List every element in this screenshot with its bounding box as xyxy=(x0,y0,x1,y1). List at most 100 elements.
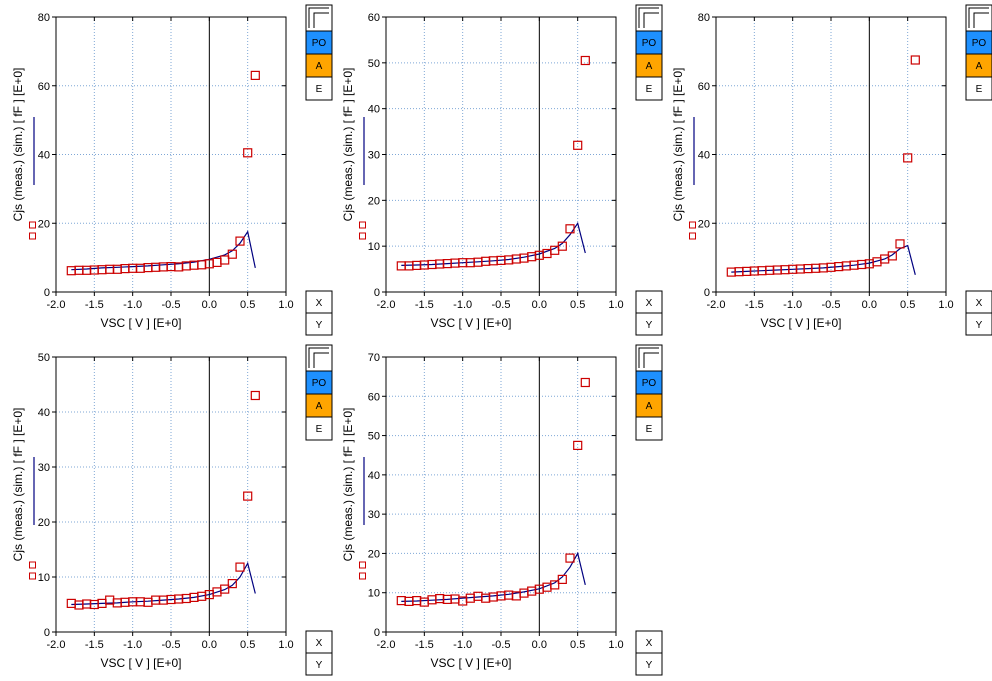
x-axis-button[interactable]: X xyxy=(965,290,992,314)
meas-legend-marker xyxy=(359,572,366,580)
y-tick-label: 0 xyxy=(374,287,380,299)
a-button[interactable]: A xyxy=(305,53,333,78)
chart-panel-2: -2.0 -1.5 -1.0 -0.5 0.0 0.5 1.0 0 10 20 30 40 50 60 VS… xyxy=(341,4,663,336)
x-axis-label: VSC [ V ] [E+0] xyxy=(100,656,181,670)
y-axis-button[interactable]: Y xyxy=(635,312,663,336)
x-tick-label: 1.0 xyxy=(278,639,293,651)
x-tick-label: 1.0 xyxy=(608,639,623,651)
po-button[interactable]: PO xyxy=(965,30,992,55)
a-button[interactable]: A xyxy=(635,53,663,78)
x-tick-label: 0.0 xyxy=(202,299,217,311)
corner-icon xyxy=(638,7,659,28)
po-button-label: PO xyxy=(312,378,327,389)
measured-point xyxy=(220,584,230,594)
y-axis-button[interactable]: Y xyxy=(635,652,663,676)
x-tick-label: -0.5 xyxy=(162,639,181,651)
measured-point xyxy=(112,264,122,274)
x-tick-label: -1.0 xyxy=(783,299,802,311)
zoom-corner-button[interactable] xyxy=(305,344,333,372)
y-axis-button[interactable]: Y xyxy=(305,312,333,336)
measured-point xyxy=(197,260,207,270)
y-axis-button-label: Y xyxy=(976,320,983,331)
measured-point xyxy=(481,593,491,603)
measured-point xyxy=(396,595,406,606)
y-axis-button-label: Y xyxy=(646,320,653,331)
x-axis-label: VSC [ V ] [E+0] xyxy=(430,316,511,330)
e-button[interactable]: E xyxy=(305,416,333,441)
simulated-series-line xyxy=(401,551,586,602)
measured-point xyxy=(227,578,237,589)
po-button[interactable]: PO xyxy=(305,30,333,55)
x-tick-label: -0.5 xyxy=(492,299,511,311)
x-axis-button[interactable]: X xyxy=(305,630,333,654)
y-axis-button-frame xyxy=(965,312,992,336)
simulated-series-line xyxy=(731,244,916,275)
measured-point xyxy=(550,245,560,255)
zoom-corner-button[interactable] xyxy=(965,4,992,32)
corner-icon xyxy=(968,7,989,28)
y-tick-label: 0 xyxy=(374,627,380,639)
a-button-label: A xyxy=(976,61,983,72)
y-axis-button-label: Y xyxy=(316,320,323,331)
x-axis-label: VSC [ V ] [E+0] xyxy=(100,316,181,330)
y-axis-button[interactable]: Y xyxy=(965,312,992,336)
po-button[interactable]: PO xyxy=(635,30,663,55)
measured-point xyxy=(74,265,84,275)
po-button[interactable]: PO xyxy=(635,370,663,395)
measured-point xyxy=(557,241,567,251)
y-tick-label: 0 xyxy=(704,287,710,299)
y-tick-label: 60 xyxy=(698,81,710,93)
chart-panel-3: -2.0 -1.5 -1.0 -0.5 0.0 0.5 1.0 0 20 40 60 80 VSC [ … xyxy=(671,4,992,336)
po-button[interactable]: PO xyxy=(305,370,333,395)
y-tick-label: 50 xyxy=(368,431,380,443)
meas-legend-marker xyxy=(29,572,36,580)
measured-point xyxy=(250,70,260,81)
e-button[interactable]: E xyxy=(305,76,333,101)
y-axis-button-label: Y xyxy=(316,660,323,671)
x-tick-label: -1.0 xyxy=(123,299,142,311)
measured-point xyxy=(89,599,99,610)
x-tick-label: 0.0 xyxy=(202,639,217,651)
x-tick-label: -1.0 xyxy=(123,639,142,651)
a-button[interactable]: A xyxy=(305,393,333,418)
y-axis-label: Cjs (meas.) (sim.) [ fF ] [E+0] xyxy=(341,408,355,562)
y-tick-label: 10 xyxy=(38,572,50,584)
a-button[interactable]: A xyxy=(635,393,663,418)
y-axis-button[interactable]: Y xyxy=(305,652,333,676)
x-axis-button[interactable]: X xyxy=(305,290,333,314)
zoom-corner-frame xyxy=(635,344,663,372)
e-button[interactable]: E xyxy=(635,416,663,441)
measured-point xyxy=(565,224,575,234)
y-tick-label: 0 xyxy=(44,627,50,639)
e-button-frame xyxy=(635,416,663,441)
e-button-label: E xyxy=(316,84,323,95)
a-button[interactable]: A xyxy=(965,53,992,78)
zoom-corner-button[interactable] xyxy=(305,4,333,32)
x-axis-button[interactable]: X xyxy=(635,290,663,314)
e-button-frame xyxy=(635,76,663,101)
x-axis-button-label: X xyxy=(316,298,323,309)
x-axis-button[interactable]: X xyxy=(635,630,663,654)
x-tick-label: 1.0 xyxy=(278,299,293,311)
zoom-corner-button[interactable] xyxy=(635,4,663,32)
zoom-corner-button[interactable] xyxy=(635,344,663,372)
e-button-label: E xyxy=(976,84,983,95)
e-button[interactable]: E xyxy=(635,76,663,101)
measured-point xyxy=(903,153,913,163)
x-tick-label: -1.5 xyxy=(85,299,104,311)
simulated-series-line xyxy=(71,230,256,271)
x-tick-label: 0.5 xyxy=(240,299,255,311)
a-button-label: A xyxy=(316,401,323,412)
x-tick-label: 1.0 xyxy=(938,299,953,311)
e-button[interactable]: E xyxy=(965,76,992,101)
measured-point xyxy=(565,553,575,563)
y-tick-label: 40 xyxy=(698,150,710,162)
a-button-label: A xyxy=(646,61,653,72)
x-axis-button-label: X xyxy=(646,638,653,649)
measured-point xyxy=(82,265,92,275)
measured-point xyxy=(143,597,153,607)
x-axis-label: VSC [ V ] [E+0] xyxy=(430,656,511,670)
measured-point xyxy=(220,255,230,265)
measured-point xyxy=(151,262,161,272)
